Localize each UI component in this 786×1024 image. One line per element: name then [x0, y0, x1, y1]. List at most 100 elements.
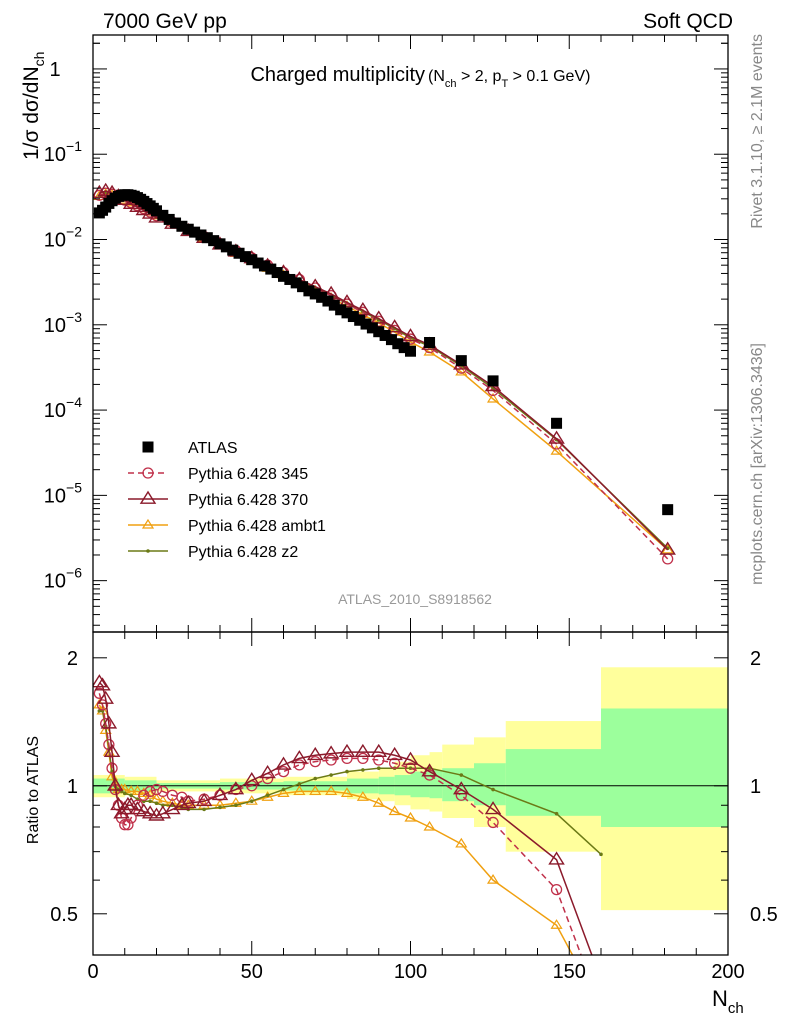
ratio-point-ambt1 — [277, 787, 290, 797]
data-point-atlas — [278, 270, 289, 282]
data-point-atlas — [385, 334, 397, 346]
ratio-point-p370 — [97, 690, 114, 704]
x-tick-label: 150 — [553, 961, 586, 983]
ratio-point-ambt1 — [99, 724, 112, 734]
ratio-point-p370 — [306, 746, 324, 761]
data-point-p370 — [354, 301, 372, 316]
ratio-point-ambt1 — [372, 797, 385, 807]
data-point-atlas — [455, 355, 467, 367]
data-point-atlas — [284, 273, 296, 285]
ratio-point-ambt1 — [356, 791, 369, 801]
data-point-atlas — [189, 226, 201, 238]
ratio-point-p345 — [325, 754, 337, 766]
data-point-atlas — [373, 326, 385, 338]
data-point-ambt1 — [423, 345, 436, 356]
data-point-atlas — [271, 267, 283, 279]
y-tick-label-main: 1 — [49, 59, 60, 81]
ratio-point-z2 — [234, 803, 238, 808]
data-point-atlas — [487, 375, 499, 387]
y-tick-label-main: 10−3 — [44, 309, 82, 337]
y-tick-label-ratio-right: 1 — [750, 776, 761, 798]
data-point-atlas — [258, 260, 270, 272]
y-tick-label-ratio-right: 0.5 — [750, 904, 778, 926]
data-point-atlas — [157, 209, 169, 221]
ratio-point-ambt1 — [404, 811, 417, 822]
ratio-point-p370 — [179, 794, 197, 809]
ratio-band-stat — [442, 768, 474, 802]
y-tick-label-ratio-left: 2 — [67, 648, 78, 670]
ratio-point-z2 — [376, 766, 381, 771]
data-point-atlas — [379, 329, 391, 341]
x-tick-label: 0 — [87, 961, 98, 983]
data-point-atlas — [328, 299, 340, 311]
ratio-point-p370 — [275, 756, 292, 770]
ratio-point-ambt1 — [423, 820, 436, 831]
side-mcplots-label: mcplots.cern.ch [arXiv:1306.3436] — [749, 343, 766, 585]
ratio-point-p370 — [548, 851, 565, 865]
side-rivet-label: Rivet 3.1.10, ≥ 2.1M events — [749, 34, 766, 229]
series-line-p345 — [99, 192, 669, 560]
ratio-point-p370 — [453, 781, 470, 795]
ratio-point-p345 — [293, 759, 306, 771]
data-point-atlas — [214, 238, 226, 250]
ratio-point-p345 — [373, 754, 385, 766]
data-point-atlas — [201, 232, 213, 244]
series-line-p370 — [99, 190, 669, 551]
legend-marker-p370 — [139, 490, 157, 504]
ratio-point-ambt1 — [388, 805, 401, 816]
data-point-ambt1 — [486, 392, 500, 403]
ratio-band-stat — [505, 749, 601, 816]
ratio-point-p345 — [277, 765, 290, 778]
ratio-point-z2 — [361, 768, 365, 772]
series-line-ambt1 — [99, 193, 669, 551]
data-point-atlas — [309, 288, 321, 300]
data-point-atlas — [354, 314, 366, 326]
ratio-point-p345 — [106, 762, 118, 774]
ratio-point-p345 — [309, 755, 321, 768]
ratio-point-z2 — [491, 787, 495, 792]
legend-marker-atlas — [142, 441, 154, 453]
data-point-atlas — [662, 504, 674, 516]
data-point-atlas — [182, 223, 194, 235]
y-tick-label-main: 10−4 — [44, 394, 82, 422]
ratio-point-p370 — [173, 796, 191, 811]
ratio-point-p370 — [338, 743, 356, 758]
data-point-atlas — [290, 277, 302, 289]
x-tick-label: 100 — [394, 961, 427, 983]
legend-marker-p345 — [142, 467, 154, 479]
data-point-atlas — [360, 318, 372, 330]
ratio-point-p370 — [227, 781, 245, 795]
header-beam-label: 7000 GeV pp — [103, 10, 227, 33]
ratio-point-z2 — [281, 787, 286, 792]
ratio-point-ambt1 — [309, 785, 322, 796]
data-point-atlas — [208, 235, 220, 247]
ratio-point-ambt1 — [144, 789, 157, 799]
ratio-point-z2 — [265, 793, 270, 798]
ratio-point-p370 — [322, 745, 340, 759]
ratio-point-p370 — [93, 674, 108, 688]
ratio-point-p345 — [357, 752, 369, 765]
legend-label-p370: Pythia 6.428 370 — [188, 492, 308, 509]
ratio-point-p370 — [259, 764, 276, 779]
legend-label-p345: Pythia 6.428 345 — [188, 466, 308, 483]
legend-marker-ambt1 — [141, 518, 155, 529]
data-point-atlas — [195, 229, 207, 241]
data-point-p370 — [370, 310, 388, 324]
ratio-point-z2 — [459, 773, 464, 777]
data-point-ambt1 — [550, 445, 563, 455]
data-point-atlas — [252, 257, 264, 269]
ratio-point-p345 — [96, 699, 109, 711]
y-axis-label-ratio: Ratio to ATLAS — [25, 736, 42, 844]
data-point-atlas — [366, 322, 378, 334]
data-point-atlas — [233, 247, 245, 259]
data-point-atlas — [163, 213, 175, 225]
ratio-point-ambt1 — [486, 873, 500, 884]
x-tick-label: 50 — [241, 961, 263, 983]
data-point-atlas — [303, 285, 315, 297]
ratio-point-z2 — [202, 807, 206, 812]
data-point-atlas — [341, 307, 353, 319]
ratio-point-p345 — [404, 762, 417, 774]
legend-label-ambt1: Pythia 6.428 ambt1 — [188, 518, 326, 535]
ratio-point-p345 — [119, 819, 131, 831]
